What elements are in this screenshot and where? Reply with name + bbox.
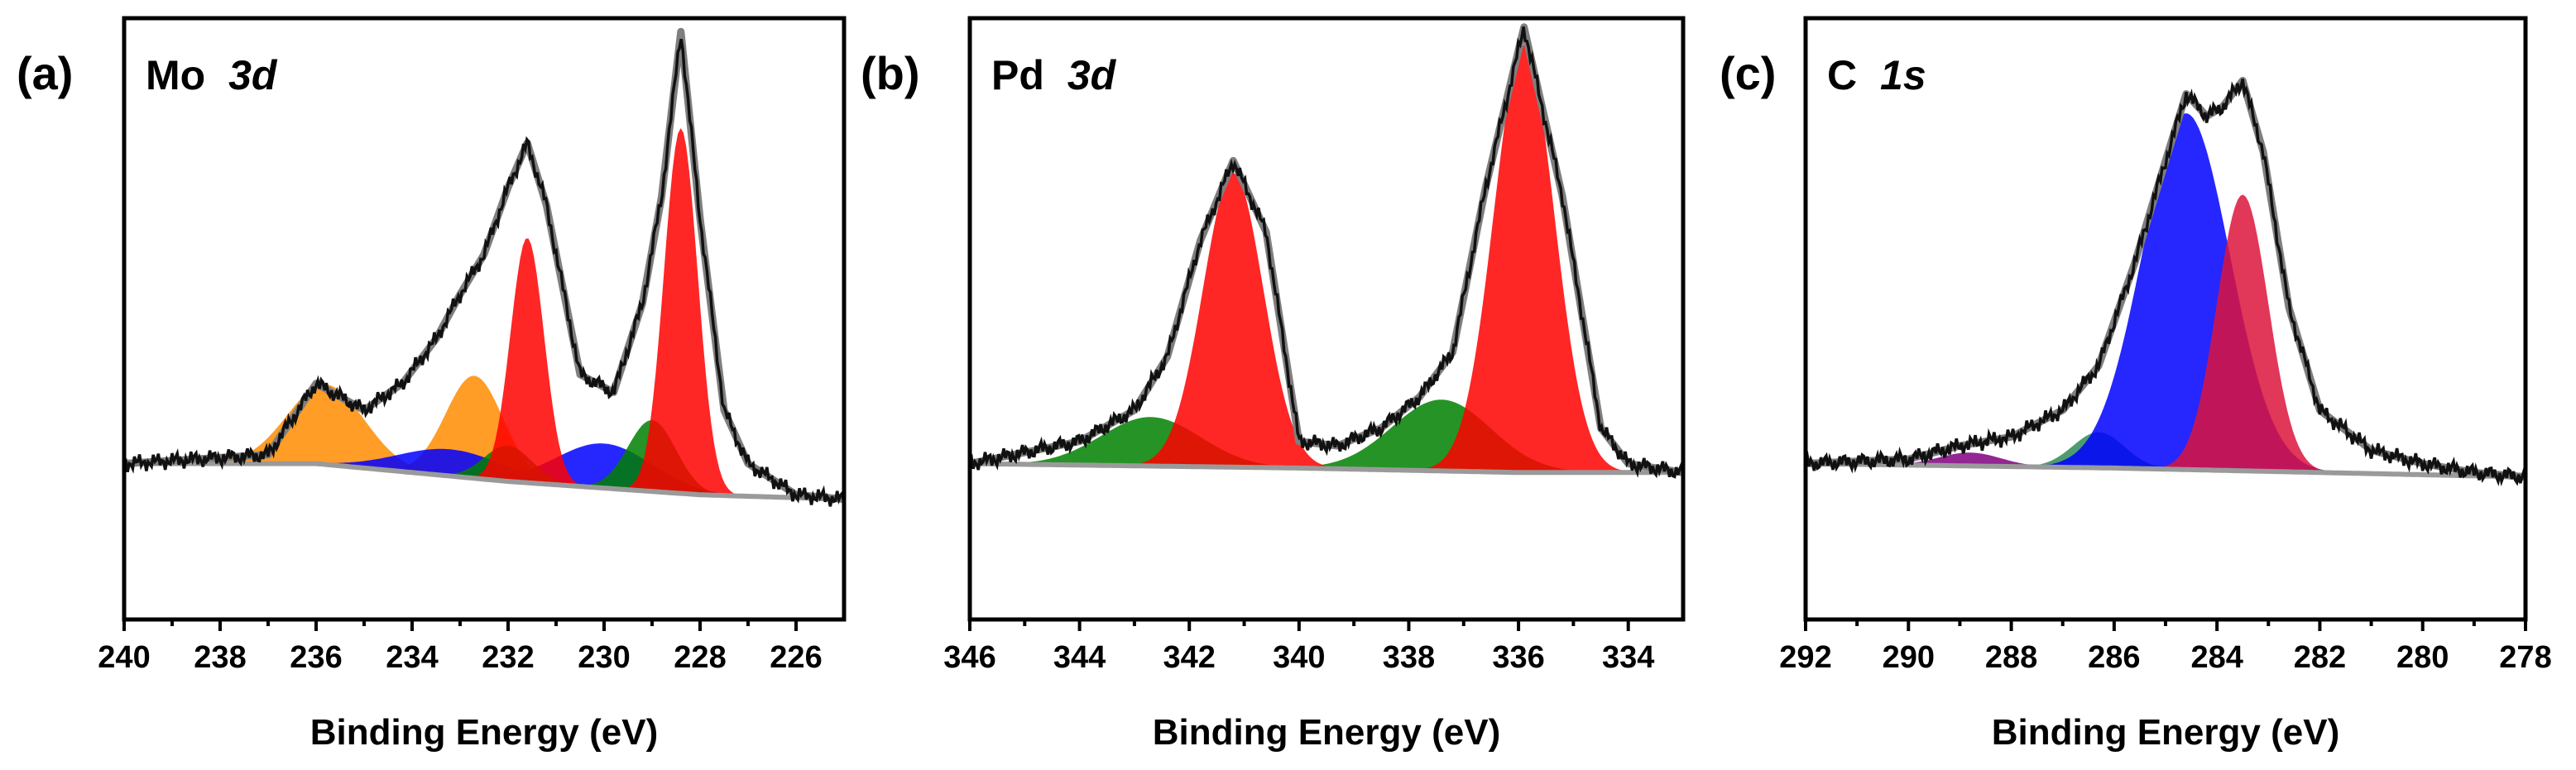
panel-label-b: (b) bbox=[861, 47, 920, 99]
x-tick-label: 240 bbox=[98, 640, 150, 675]
plot-area-pd bbox=[968, 23, 1685, 479]
x-tick-label: 226 bbox=[770, 640, 822, 675]
raw-data-line-0 bbox=[122, 38, 846, 507]
component-peak-0-7 bbox=[124, 128, 844, 500]
panel-title-pd: Pd 3d bbox=[991, 52, 1117, 98]
panel-mo-3d: (a) Mo 3d 240 238 236 234 232 230 228 226 Bindi… bbox=[17, 16, 847, 753]
title-orbital-mo: 3d bbox=[228, 52, 278, 98]
panel-label-a: (a) bbox=[17, 47, 73, 99]
component-peak-2-2 bbox=[1806, 113, 2526, 477]
x-axis-label-c: Binding Energy (eV) bbox=[1992, 712, 2339, 753]
panel-title-mo: Mo 3d bbox=[146, 52, 278, 98]
x-tick-label: 284 bbox=[2190, 640, 2243, 675]
plot-frame-pd bbox=[967, 16, 1686, 622]
x-tick-label: 286 bbox=[2088, 640, 2140, 675]
x-tick-label: 234 bbox=[386, 640, 438, 675]
x-tick-label: 346 bbox=[943, 640, 995, 675]
title-element-mo: Mo bbox=[146, 52, 205, 98]
baseline-line-2 bbox=[1805, 461, 2526, 480]
component-peak-2-0 bbox=[1806, 452, 2526, 477]
plot-area-mo bbox=[122, 27, 846, 507]
x-tick-label: 334 bbox=[1602, 640, 1654, 675]
panel-title-c: C 1s bbox=[1827, 52, 1926, 98]
x-axis-label-mo: Binding Energy (eV) bbox=[310, 712, 658, 753]
x-tick-label: 236 bbox=[290, 640, 342, 675]
x-tick-label: 336 bbox=[1492, 640, 1544, 675]
x-tick-label: 292 bbox=[1779, 640, 1831, 675]
baseline-line-1 bbox=[969, 461, 1683, 476]
x-axis-label-pd: Binding Energy (eV) bbox=[1153, 712, 1500, 753]
x-ticks-mo: 240 238 236 234 232 230 228 226 bbox=[98, 619, 823, 675]
raw-data-line-1 bbox=[968, 26, 1685, 479]
plot-frame-mo bbox=[122, 16, 847, 622]
x-tick-label: 278 bbox=[2499, 640, 2551, 675]
svg-text:Pd 3d: Pd 3d bbox=[991, 52, 1117, 98]
component-peak-1-3 bbox=[970, 45, 1683, 473]
x-ticks-c: 292 290 288 286 284 282 280 278 bbox=[1779, 619, 2552, 675]
x-tick-label: 340 bbox=[1273, 640, 1325, 675]
panel-pd-3d: (b) Pd 3d 346 344 342 340 338 336 334 Binding … bbox=[861, 16, 1686, 753]
x-tick-label: 344 bbox=[1053, 640, 1106, 675]
raw-data-line-2 bbox=[1804, 79, 2527, 487]
x-tick-label: 232 bbox=[482, 640, 534, 675]
x-tick-label: 228 bbox=[674, 640, 726, 675]
x-tick-label: 342 bbox=[1163, 640, 1216, 675]
x-tick-label: 290 bbox=[1883, 640, 1935, 675]
panel-c-1s: (c) C 1s 292 290 288 286 284 282 280 278 Bindin… bbox=[1720, 16, 2552, 753]
x-tick-label: 238 bbox=[194, 640, 246, 675]
x-tick-label: 338 bbox=[1383, 640, 1435, 675]
component-peak-0-1 bbox=[124, 375, 844, 500]
x-tick-label: 282 bbox=[2294, 640, 2346, 675]
svg-text:C 1s: C 1s bbox=[1827, 52, 1926, 98]
x-tick-label: 280 bbox=[2396, 640, 2449, 675]
component-peak-1-0 bbox=[970, 417, 1683, 473]
x-tick-label: 288 bbox=[1985, 640, 2037, 675]
x-tick-label: 230 bbox=[578, 640, 630, 675]
title-element-pd: Pd bbox=[991, 52, 1044, 98]
svg-text:Mo 3d: Mo 3d bbox=[146, 52, 278, 98]
panel-label-c: (c) bbox=[1720, 47, 1776, 99]
title-orbital-pd: 3d bbox=[1067, 52, 1117, 98]
title-orbital-c: 1s bbox=[1880, 52, 1926, 98]
component-peak-0-0 bbox=[124, 384, 844, 500]
title-element-c: C bbox=[1827, 52, 1857, 98]
plot-area-c bbox=[1804, 76, 2527, 487]
x-ticks-pd: 346 344 342 340 338 336 334 bbox=[943, 619, 1654, 675]
